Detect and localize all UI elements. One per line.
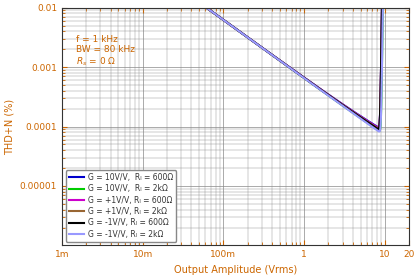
G = 10V/V,  Rₗ = 600Ω	[228, 23, 233, 27]
Line: G = 10V/V,  Rₗ = 600Ω: G = 10V/V, Rₗ = 600Ω	[62, 0, 409, 127]
Line: G = 10V/V,  Rₗ = 2kΩ: G = 10V/V, Rₗ = 2kΩ	[62, 0, 409, 131]
Y-axis label: THD+N (%): THD+N (%)	[4, 98, 14, 155]
G = -1V/V, Rₗ = 600Ω	[333, 98, 338, 102]
G = -1V/V, Rₗ = 2kΩ	[377, 130, 382, 133]
G = +1V/V, Rₗ = 2kΩ	[376, 127, 381, 130]
G = 10V/V,  Rₗ = 2kΩ	[228, 23, 233, 27]
G = -1V/V, Rₗ = 600Ω	[219, 17, 224, 20]
G = +1V/V, Rₗ = 600Ω	[228, 23, 233, 27]
G = +1V/V, Rₗ = 2kΩ	[228, 23, 233, 27]
G = 10V/V,  Rₗ = 600Ω	[333, 98, 338, 101]
G = -1V/V, Rₗ = 600Ω	[376, 128, 381, 131]
G = 10V/V,  Rₗ = 600Ω	[219, 17, 224, 20]
G = -1V/V, Rₗ = 2kΩ	[228, 24, 233, 27]
Line: G = +1V/V, Rₗ = 600Ω: G = +1V/V, Rₗ = 600Ω	[62, 0, 409, 128]
Text: f = 1 kHz
BW = 80 kHz
$R_s$ = 0 Ω: f = 1 kHz BW = 80 kHz $R_s$ = 0 Ω	[76, 35, 135, 68]
Legend: G = 10V/V,  Rₗ = 600Ω, G = 10V/V,  Rₗ = 2kΩ, G = +1V/V, Rₗ = 600Ω, G = +1V/V, Rₗ: G = 10V/V, Rₗ = 600Ω, G = 10V/V, Rₗ = 2k…	[66, 170, 176, 242]
G = +1V/V, Rₗ = 600Ω	[219, 17, 224, 20]
G = 10V/V,  Rₗ = 2kΩ	[333, 99, 338, 102]
Line: G = -1V/V, Rₗ = 600Ω: G = -1V/V, Rₗ = 600Ω	[62, 0, 409, 129]
G = 10V/V,  Rₗ = 2kΩ	[219, 17, 224, 20]
G = 10V/V,  Rₗ = 2kΩ	[377, 129, 382, 133]
G = -1V/V, Rₗ = 2kΩ	[333, 99, 338, 102]
G = -1V/V, Rₗ = 600Ω	[228, 23, 233, 27]
Line: G = -1V/V, Rₗ = 2kΩ: G = -1V/V, Rₗ = 2kΩ	[62, 0, 409, 131]
G = +1V/V, Rₗ = 2kΩ	[219, 17, 224, 20]
X-axis label: Output Amplitude (Vrms): Output Amplitude (Vrms)	[174, 265, 297, 275]
G = +1V/V, Rₗ = 600Ω	[376, 126, 381, 129]
G = -1V/V, Rₗ = 2kΩ	[219, 17, 224, 20]
G = 10V/V,  Rₗ = 600Ω	[376, 126, 381, 129]
G = +1V/V, Rₗ = 600Ω	[333, 98, 338, 101]
Line: G = +1V/V, Rₗ = 2kΩ: G = +1V/V, Rₗ = 2kΩ	[62, 0, 409, 129]
G = +1V/V, Rₗ = 2kΩ	[333, 98, 338, 102]
